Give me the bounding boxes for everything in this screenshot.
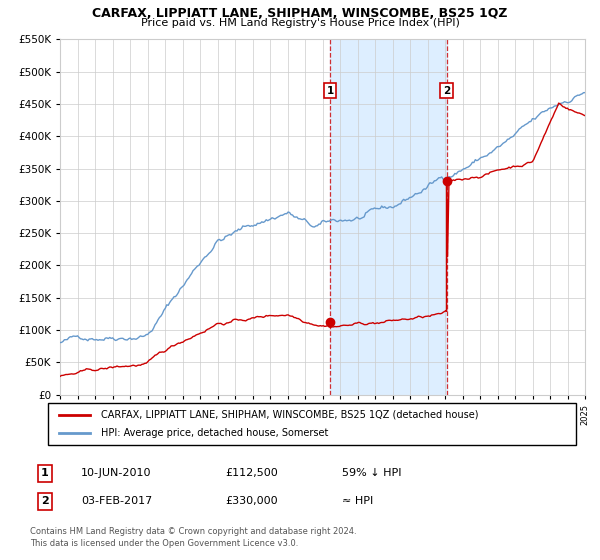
Text: 03-FEB-2017: 03-FEB-2017 — [81, 496, 152, 506]
Text: 2: 2 — [443, 86, 450, 96]
Text: Contains HM Land Registry data © Crown copyright and database right 2024.: Contains HM Land Registry data © Crown c… — [30, 528, 356, 536]
Text: 1: 1 — [326, 86, 334, 96]
Text: 1: 1 — [41, 468, 49, 478]
Text: 10-JUN-2010: 10-JUN-2010 — [81, 468, 151, 478]
Text: This data is licensed under the Open Government Licence v3.0.: This data is licensed under the Open Gov… — [30, 539, 298, 548]
Text: 59% ↓ HPI: 59% ↓ HPI — [342, 468, 401, 478]
Text: HPI: Average price, detached house, Somerset: HPI: Average price, detached house, Some… — [101, 428, 328, 438]
Text: £112,500: £112,500 — [225, 468, 278, 478]
Bar — [330, 39, 446, 395]
FancyBboxPatch shape — [48, 403, 576, 445]
Text: CARFAX, LIPPIATT LANE, SHIPHAM, WINSCOMBE, BS25 1QZ (detached house): CARFAX, LIPPIATT LANE, SHIPHAM, WINSCOMB… — [101, 410, 478, 420]
Text: 2: 2 — [41, 496, 49, 506]
Text: CARFAX, LIPPIATT LANE, SHIPHAM, WINSCOMBE, BS25 1QZ: CARFAX, LIPPIATT LANE, SHIPHAM, WINSCOMB… — [92, 7, 508, 20]
Text: Price paid vs. HM Land Registry's House Price Index (HPI): Price paid vs. HM Land Registry's House … — [140, 18, 460, 29]
Text: ≈ HPI: ≈ HPI — [342, 496, 373, 506]
Text: £330,000: £330,000 — [225, 496, 278, 506]
